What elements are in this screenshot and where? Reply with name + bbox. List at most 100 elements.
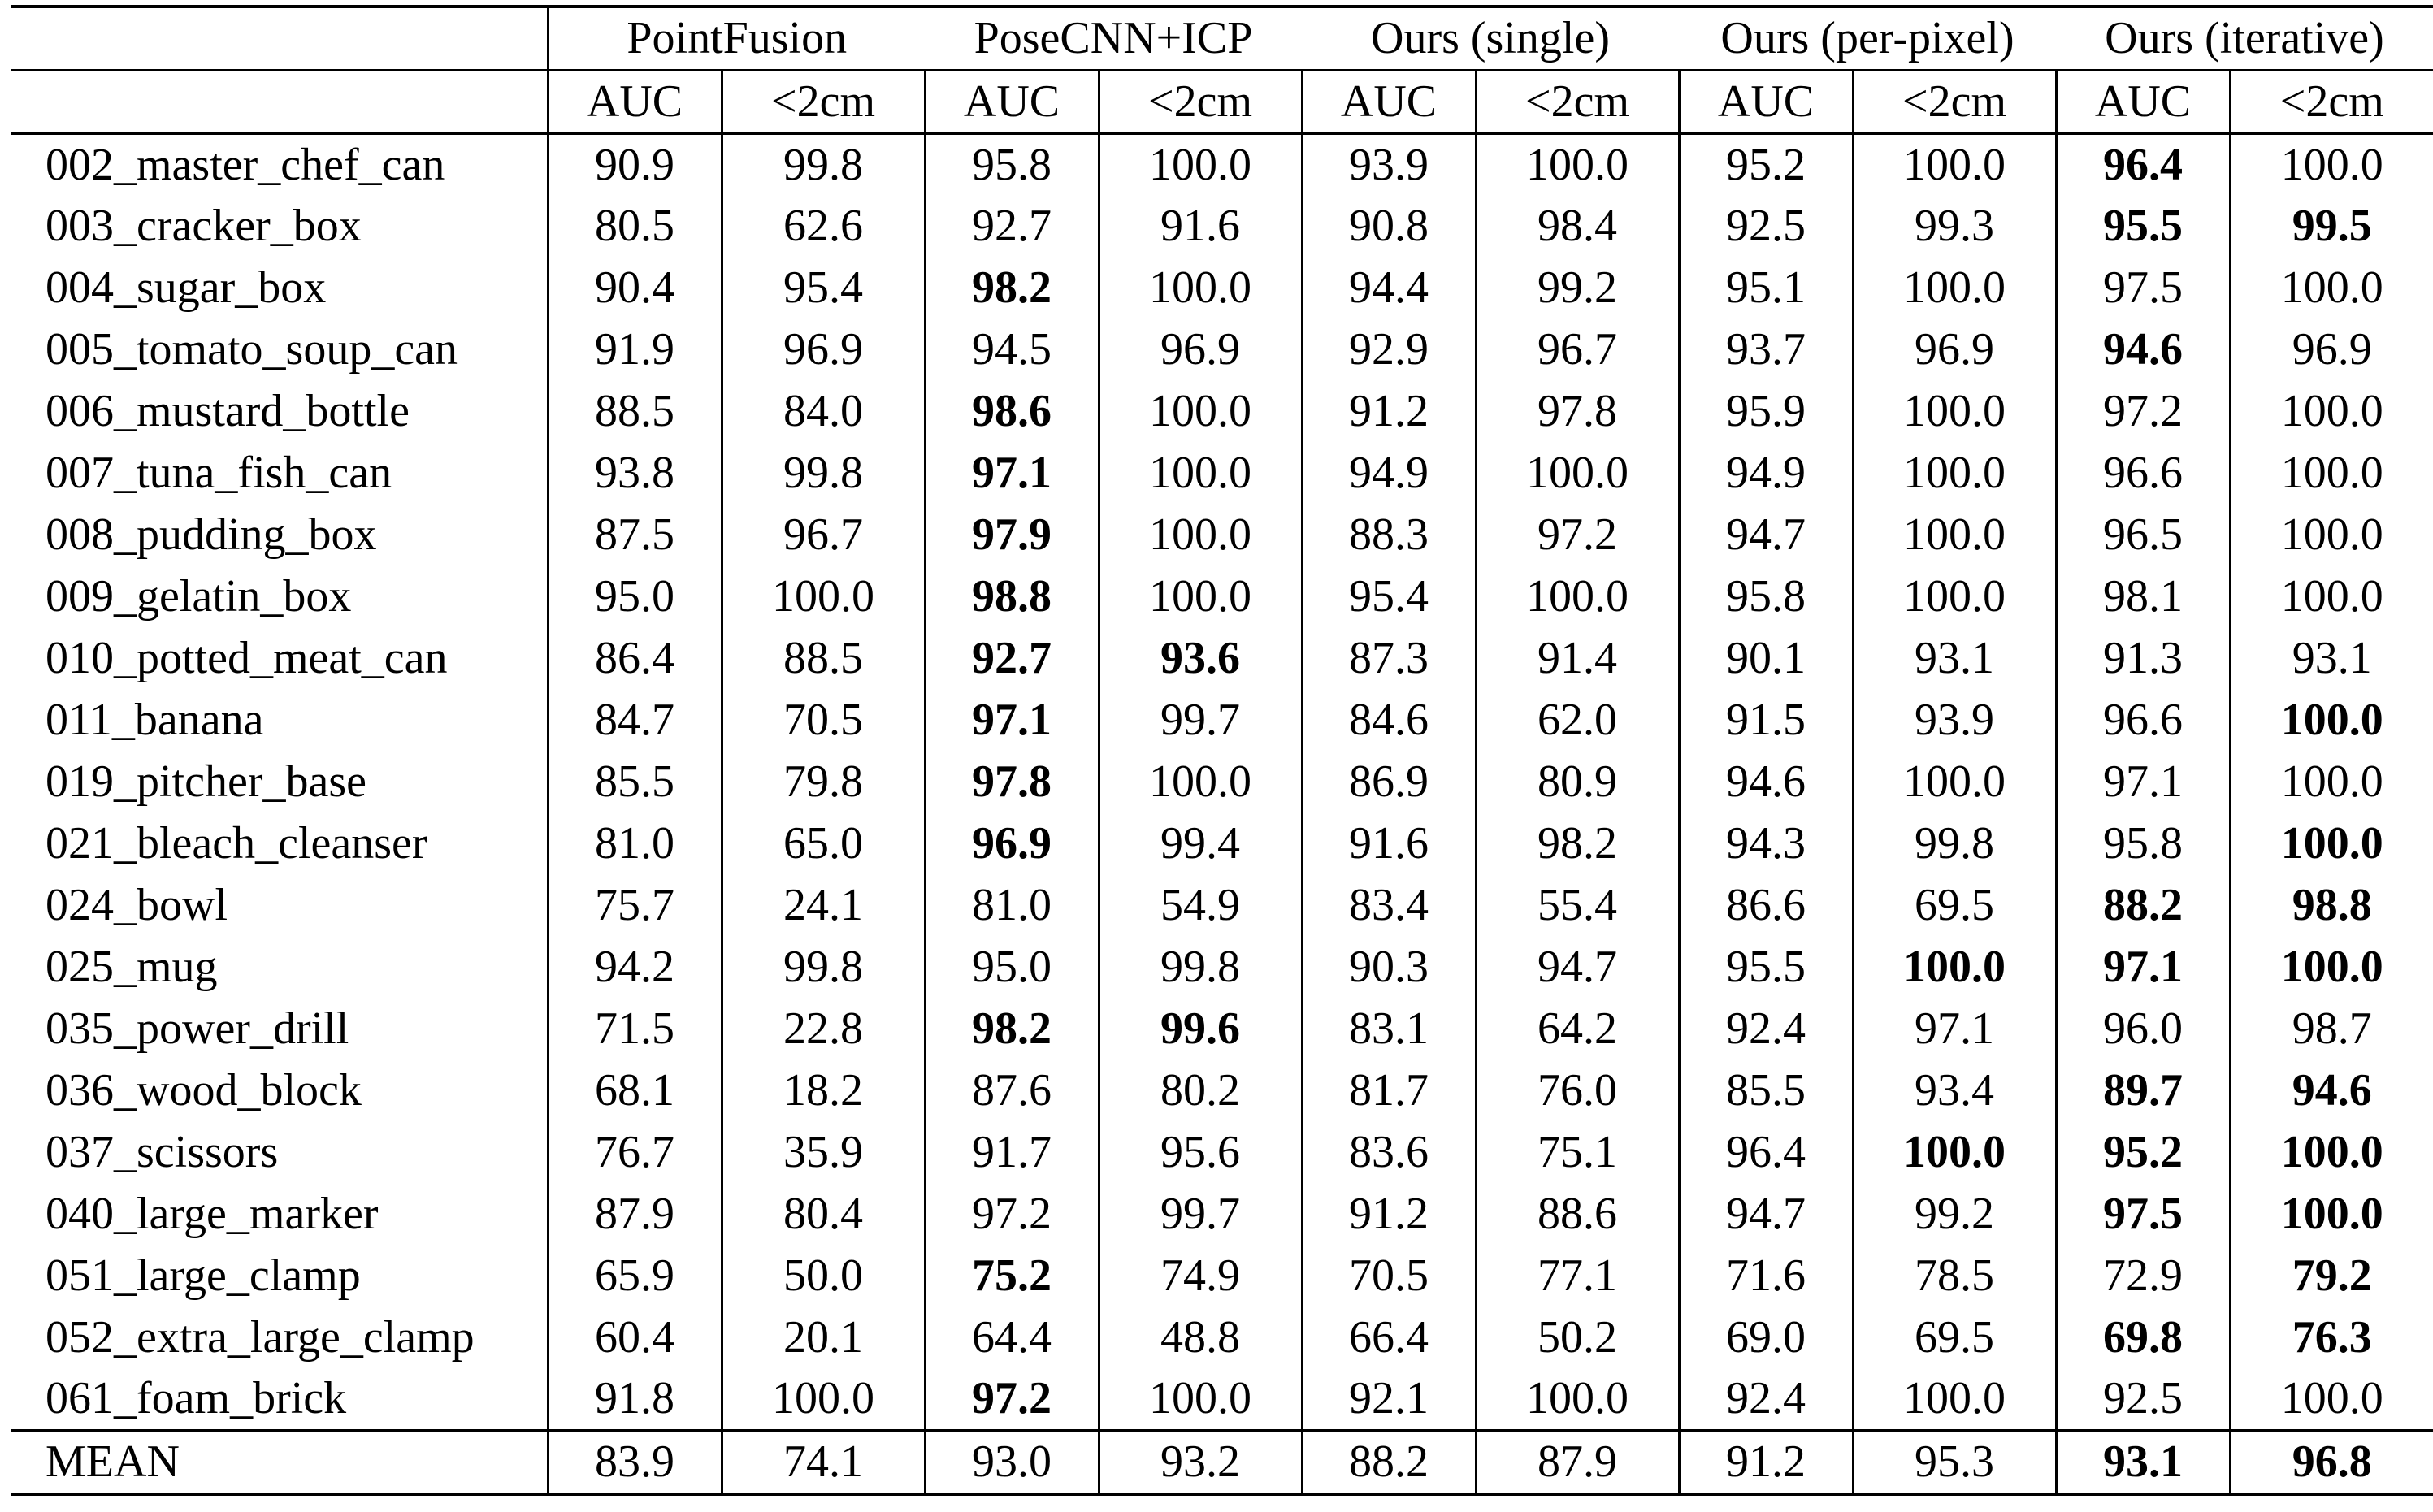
metric-value-cell: 62.0 (1474, 689, 1679, 751)
metric-value-cell: 90.4 (546, 257, 722, 318)
object-name-cell: 002_master_chef_can (11, 133, 549, 195)
metric-value-cell: 93.1 (1851, 627, 2056, 689)
metric-subheader-auc: AUC (923, 70, 1099, 135)
metric-value-cell: 91.8 (546, 1368, 722, 1430)
metric-value-cell: 88.5 (720, 627, 925, 689)
metric-value-cell: 92.7 (923, 195, 1099, 257)
metric-value-cell: 95.1 (1677, 257, 1853, 318)
metric-value-cell: 64.2 (1474, 998, 1679, 1059)
metric-value-cell: 99.8 (1097, 936, 1302, 998)
mean-row: MEAN 83.9 74.1 93.0 93.2 88.2 87.9 91.2 95.3 93.1… (11, 1428, 2433, 1494)
metric-value-cell: 96.4 (1677, 1121, 1853, 1183)
metric-value-cell: 94.6 (2054, 318, 2230, 380)
object-name-cell: 011_banana (11, 689, 549, 751)
metric-value-cell: 86.6 (1677, 874, 1853, 936)
metric-value-cell: 91.7 (923, 1121, 1099, 1183)
metric-value-cell: 100.0 (2228, 380, 2433, 442)
metric-value-cell: 88.3 (1300, 504, 1476, 565)
metric-value-cell: 88.2 (1300, 1428, 1476, 1494)
table-row: 009_gelatin_box 95.0 100.0 98.8 100.0 95.4 100… (11, 565, 2433, 627)
metric-value-cell: 18.2 (720, 1059, 925, 1121)
metric-value-cell: 97.5 (2054, 257, 2230, 318)
metric-value-cell: 64.4 (923, 1306, 1099, 1368)
metric-value-cell: 100.0 (1851, 504, 2056, 565)
metric-value-cell: 70.5 (1300, 1245, 1476, 1306)
metric-value-cell: 76.7 (546, 1121, 722, 1183)
metric-value-cell: 93.7 (1677, 318, 1853, 380)
metric-value-cell: 97.2 (1474, 504, 1679, 565)
object-name-cell: 009_gelatin_box (11, 565, 549, 627)
metric-value-cell: 100.0 (2228, 1121, 2433, 1183)
object-name-cell: 021_bleach_cleanser (11, 812, 549, 874)
metric-value-cell: 70.5 (720, 689, 925, 751)
metric-value-cell: 91.3 (2054, 627, 2230, 689)
metric-value-cell: 60.4 (546, 1306, 722, 1368)
metric-value-cell: 99.3 (1851, 195, 2056, 257)
object-name-cell: 010_potted_meat_can (11, 627, 549, 689)
object-name-cell: 008_pudding_box (11, 504, 549, 565)
metric-value-cell: 86.9 (1300, 751, 1476, 812)
metric-value-cell: 100.0 (1851, 936, 2056, 998)
metric-value-cell: 100.0 (720, 1368, 925, 1430)
metric-value-cell: 99.6 (1097, 998, 1302, 1059)
metric-value-cell: 98.8 (923, 565, 1099, 627)
metric-value-cell: 93.8 (546, 442, 722, 504)
metric-value-cell: 98.6 (923, 380, 1099, 442)
table-body: 002_master_chef_can 90.9 99.8 95.8 100.0 93.9… (11, 133, 2433, 1494)
metric-value-cell: 79.2 (2228, 1245, 2433, 1306)
object-name-cell: 019_pitcher_base (11, 751, 549, 812)
metric-subheader-auc: AUC (1677, 70, 1853, 135)
metric-value-cell: 69.5 (1851, 1306, 2056, 1368)
metric-value-cell: 75.7 (546, 874, 722, 936)
metric-value-cell: 96.9 (720, 318, 925, 380)
metric-value-cell: 95.9 (1677, 380, 1853, 442)
method-header: PoseCNN+ICP (925, 6, 1302, 71)
metric-value-cell: 71.5 (546, 998, 722, 1059)
metric-value-cell: 83.4 (1300, 874, 1476, 936)
metric-value-cell: 87.5 (546, 504, 722, 565)
metric-value-cell: 95.0 (923, 936, 1099, 998)
metric-subheader-auc: AUC (2054, 70, 2230, 135)
table-row: 011_banana 84.7 70.5 97.1 99.7 84.6 62.0 91.5 93… (11, 689, 2433, 751)
metric-value-cell: 87.6 (923, 1059, 1099, 1121)
ycb-results-table: PointFusion PoseCNN+ICP Ours (single) Ours … (11, 5, 2433, 1496)
metric-value-cell: 72.9 (2054, 1245, 2230, 1306)
metric-value-cell: 100.0 (2228, 1183, 2433, 1245)
metric-value-cell: 91.9 (546, 318, 722, 380)
metric-value-cell: 99.2 (1851, 1183, 2056, 1245)
metric-value-cell: 80.4 (720, 1183, 925, 1245)
metric-value-cell: 98.2 (1474, 812, 1679, 874)
metric-value-cell: 93.1 (2054, 1428, 2230, 1494)
metric-value-cell: 95.0 (546, 565, 722, 627)
metric-value-cell: 87.9 (1474, 1428, 1679, 1494)
metric-value-cell: 100.0 (1474, 442, 1679, 504)
metric-value-cell: 100.0 (1097, 504, 1302, 565)
metric-value-cell: 100.0 (1851, 751, 2056, 812)
metric-value-cell: 75.2 (923, 1245, 1099, 1306)
table-row: 036_wood_block 68.1 18.2 87.6 80.2 81.7 76.0 85… (11, 1059, 2433, 1121)
metric-value-cell: 96.9 (923, 812, 1099, 874)
metric-value-cell: 93.4 (1851, 1059, 2056, 1121)
metric-value-cell: 94.4 (1300, 257, 1476, 318)
metric-value-cell: 99.8 (720, 442, 925, 504)
metric-value-cell: 98.2 (923, 257, 1099, 318)
metric-value-cell: 96.7 (1474, 318, 1679, 380)
metric-value-cell: 97.1 (2054, 936, 2230, 998)
table-row: 005_tomato_soup_can 91.9 96.9 94.5 96.9 92.9 9… (11, 318, 2433, 380)
table-row: 004_sugar_box 90.4 95.4 98.2 100.0 94.4 99.2 95… (11, 257, 2433, 318)
metric-value-cell: 90.9 (546, 133, 722, 195)
object-name-cell: 052_extra_large_clamp (11, 1306, 549, 1368)
metric-subheader-auc: AUC (546, 70, 722, 135)
metric-value-cell: 92.5 (1677, 195, 1853, 257)
metric-value-cell: 100.0 (1097, 257, 1302, 318)
table-row: 024_bowl 75.7 24.1 81.0 54.9 83.4 55.4 86.6 69.5… (11, 874, 2433, 936)
metric-value-cell: 97.8 (923, 751, 1099, 812)
metric-value-cell: 99.8 (720, 936, 925, 998)
table-row: 040_large_marker 87.9 80.4 97.2 99.7 91.2 88.6… (11, 1183, 2433, 1245)
metric-value-cell: 96.8 (2228, 1428, 2433, 1494)
metric-value-cell: 98.8 (2228, 874, 2433, 936)
metric-value-cell: 96.0 (2054, 998, 2230, 1059)
metric-value-cell: 100.0 (1851, 380, 2056, 442)
method-header: Ours (single) (1302, 6, 1679, 71)
metric-value-cell: 96.4 (2054, 133, 2230, 195)
